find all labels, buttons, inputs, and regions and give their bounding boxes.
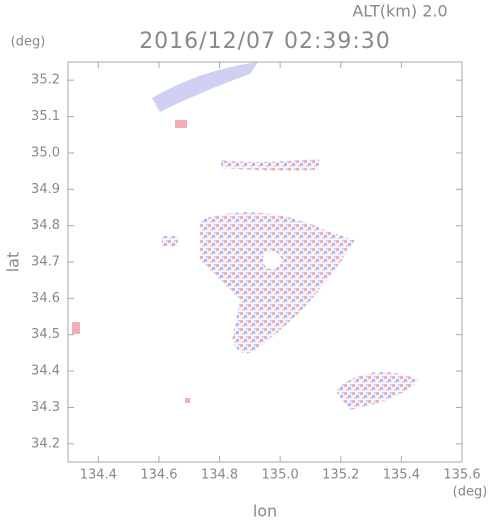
x-unit: (deg): [453, 485, 488, 500]
x-tick-label: 134.4: [80, 468, 117, 483]
y-tick-label: 34.5: [31, 327, 60, 342]
y-tick-label: 35.2: [31, 73, 60, 88]
y-tick-label: 34.8: [31, 218, 60, 233]
x-tick-label: 135.6: [443, 468, 480, 483]
echo-field: [72, 62, 420, 410]
x-tick-label: 135.2: [322, 468, 359, 483]
y-tick-label: 34.9: [31, 182, 60, 197]
x-tick-label: 135.0: [262, 468, 299, 483]
y-tick-label: 35.0: [31, 145, 60, 160]
altitude-label: ALT(km) 2.0: [352, 2, 447, 21]
x-tick-label: 135.4: [383, 468, 420, 483]
y-tick-label: 34.4: [31, 364, 60, 379]
y-tick-label: 34.7: [31, 255, 60, 270]
y-tick-label: 34.2: [31, 436, 60, 451]
y-tick-label: 34.3: [31, 400, 60, 415]
x-tick-label: 134.8: [201, 468, 238, 483]
y-tick-label: 34.6: [31, 291, 60, 306]
y-axis-label: lat: [4, 252, 23, 273]
y-unit: (deg): [11, 35, 46, 50]
y-tick-label: 35.1: [31, 109, 60, 124]
x-tick-label: 134.6: [140, 468, 177, 483]
chart-title: 2016/12/07 02:39:30: [139, 29, 391, 54]
x-axis-label: lon: [253, 502, 277, 521]
